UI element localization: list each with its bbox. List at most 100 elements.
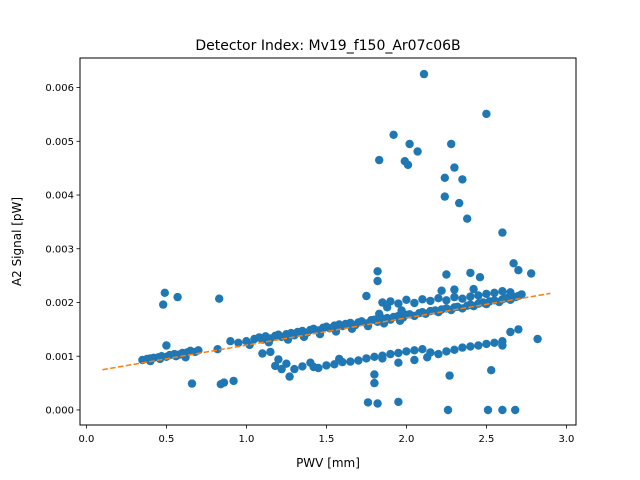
data-point [213, 345, 222, 354]
data-point [426, 296, 435, 306]
y-tick-label: 0.000 [45, 406, 74, 417]
data-point [440, 192, 449, 201]
data-point [162, 341, 171, 350]
data-point [506, 327, 515, 337]
data-point [370, 378, 379, 388]
y-axis-label: A2 Signal [pW] [10, 197, 24, 286]
data-point [447, 139, 456, 149]
data-point [466, 268, 475, 278]
data-point [402, 295, 411, 304]
data-point [159, 300, 168, 309]
data-point [373, 267, 382, 276]
data-point [443, 405, 453, 415]
data-point [373, 399, 382, 408]
chart-title: Detector Index: Mv19_f150_Ar07c06B [195, 38, 460, 54]
data-point [160, 288, 169, 297]
data-point [234, 338, 243, 347]
data-point [215, 294, 224, 303]
data-point [331, 327, 341, 336]
y-tick-label: 0.002 [45, 298, 74, 309]
x-axis: 0.0 0.5 1.0 1.5 2.0 2.5 3.0 [78, 425, 574, 445]
data-point [335, 354, 344, 364]
data-point [434, 349, 443, 359]
data-point [378, 354, 387, 363]
data-point [514, 266, 523, 275]
data-point [266, 347, 275, 357]
data-point [274, 355, 283, 364]
data-point [389, 130, 398, 139]
x-tick-label: 2.5 [478, 434, 494, 445]
data-point [511, 405, 520, 415]
data-point [394, 358, 403, 367]
data-point [419, 69, 429, 79]
data-point [458, 294, 467, 303]
data-point [346, 357, 355, 366]
data-point [474, 291, 483, 300]
data-point [363, 321, 373, 331]
x-tick-label: 1.0 [238, 434, 254, 445]
y-tick-label: 0.001 [45, 352, 74, 363]
data-point [282, 359, 291, 368]
data-point [487, 366, 496, 375]
data-point [483, 405, 493, 415]
data-point [402, 347, 411, 356]
data-point [498, 228, 507, 237]
data-point [475, 273, 485, 282]
data-point [309, 362, 318, 372]
x-axis-label: PWV [mm] [296, 456, 360, 470]
data-point [386, 349, 395, 359]
data-point [315, 330, 325, 339]
data-point [277, 364, 286, 374]
data-point [299, 332, 309, 342]
y-tick-label: 0.004 [45, 191, 74, 202]
data-point [405, 139, 414, 149]
x-tick-label: 1.5 [318, 434, 334, 445]
data-point [514, 325, 523, 334]
data-point [264, 338, 273, 347]
data-point [445, 371, 454, 380]
plot-frame [79, 57, 577, 426]
data-point [322, 361, 331, 370]
data-point [509, 259, 518, 268]
data-point [533, 334, 542, 344]
data-point [394, 397, 403, 407]
fit-line [102, 292, 551, 371]
data-point [410, 346, 419, 355]
data-point [482, 339, 491, 349]
data-point [375, 155, 384, 165]
data-point [403, 160, 413, 170]
data-point [423, 353, 432, 362]
data-point [517, 290, 526, 299]
data-point [171, 352, 181, 361]
data-point [155, 354, 165, 364]
data-point [394, 348, 403, 358]
data-point [271, 361, 280, 371]
x-tick-label: 3.0 [558, 434, 574, 445]
data-point [440, 173, 449, 182]
data-point [498, 287, 507, 296]
data-point [379, 319, 389, 328]
data-point [442, 296, 451, 305]
data-point [498, 341, 507, 350]
data-point [450, 292, 459, 302]
data-point [375, 309, 384, 318]
y-tick-label: 0.006 [45, 83, 74, 94]
data-point [498, 405, 507, 415]
data-point [290, 364, 299, 374]
data-point [458, 343, 467, 352]
data-point [450, 163, 459, 172]
data-point [370, 352, 379, 361]
data-point [506, 288, 515, 297]
data-point [347, 324, 357, 333]
data-point [434, 294, 443, 303]
data-point [394, 299, 403, 308]
x-tick-label: 0.0 [78, 434, 94, 445]
data-point [245, 340, 254, 350]
data-point [455, 198, 464, 208]
data-point [490, 288, 499, 297]
data-point [363, 398, 373, 407]
x-tick-label: 0.5 [158, 434, 174, 445]
data-point [298, 362, 307, 371]
data-point [442, 270, 451, 279]
